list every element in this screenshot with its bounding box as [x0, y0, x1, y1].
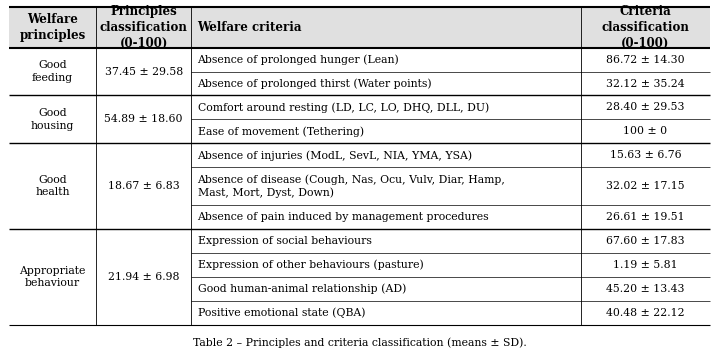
Text: Absence of pain induced by management procedures: Absence of pain induced by management pr…: [198, 212, 489, 222]
Text: Appropriate
behaviour: Appropriate behaviour: [19, 266, 86, 288]
Text: Welfare criteria: Welfare criteria: [197, 21, 301, 34]
Text: Comfort around resting (LD, LC, LO, DHQ, DLL, DU): Comfort around resting (LD, LC, LO, DHQ,…: [198, 102, 489, 113]
Text: Good
health: Good health: [35, 175, 70, 197]
Text: Good human-animal relationship (AD): Good human-animal relationship (AD): [198, 283, 406, 294]
Text: 15.63 ± 6.76: 15.63 ± 6.76: [610, 150, 682, 161]
Text: 54.89 ± 18.60: 54.89 ± 18.60: [104, 115, 183, 125]
Text: Table 2 – Principles and criteria classification (means ± SD).: Table 2 – Principles and criteria classi…: [193, 337, 526, 348]
Text: Absence of injuries (ModL, SevL, NIA, YMA, YSA): Absence of injuries (ModL, SevL, NIA, YM…: [198, 150, 472, 161]
Text: Positive emotional state (QBA): Positive emotional state (QBA): [198, 308, 365, 318]
Text: 1.19 ± 5.81: 1.19 ± 5.81: [613, 260, 678, 270]
Text: Expression of other behaviours (pasture): Expression of other behaviours (pasture): [198, 260, 423, 270]
Text: 37.45 ± 29.58: 37.45 ± 29.58: [104, 66, 183, 76]
Text: Principles
classification
(0-100): Principles classification (0-100): [100, 5, 188, 50]
Text: 26.61 ± 19.51: 26.61 ± 19.51: [606, 212, 684, 222]
Text: 32.02 ± 17.15: 32.02 ± 17.15: [606, 181, 684, 191]
Text: 86.72 ± 14.30: 86.72 ± 14.30: [606, 55, 684, 65]
Text: 21.94 ± 6.98: 21.94 ± 6.98: [108, 272, 180, 282]
Text: Good
feeding: Good feeding: [32, 60, 73, 83]
Text: 40.48 ± 22.12: 40.48 ± 22.12: [606, 308, 684, 318]
Text: 18.67 ± 6.83: 18.67 ± 6.83: [108, 181, 180, 191]
Text: 28.40 ± 29.53: 28.40 ± 29.53: [606, 102, 684, 112]
Text: Expression of social behaviours: Expression of social behaviours: [198, 236, 372, 246]
Text: 67.60 ± 17.83: 67.60 ± 17.83: [606, 236, 684, 246]
Bar: [9, 7, 710, 47]
Text: 45.20 ± 13.43: 45.20 ± 13.43: [606, 284, 684, 294]
Text: Absence of prolonged thirst (Water points): Absence of prolonged thirst (Water point…: [198, 78, 432, 89]
Text: Good
housing: Good housing: [31, 108, 74, 131]
Text: Absence of disease (Cough, Nas, Ocu, Vulv, Diar, Hamp,
Mast, Mort, Dyst, Down): Absence of disease (Cough, Nas, Ocu, Vul…: [198, 174, 505, 198]
Text: Welfare
principles: Welfare principles: [19, 13, 86, 42]
Text: 32.12 ± 35.24: 32.12 ± 35.24: [606, 79, 684, 89]
Text: Criteria
classification
(0-100): Criteria classification (0-100): [602, 5, 690, 50]
Text: Ease of movement (Tethering): Ease of movement (Tethering): [198, 126, 364, 137]
Text: 100 ± 0: 100 ± 0: [623, 126, 667, 136]
Text: Absence of prolonged hunger (Lean): Absence of prolonged hunger (Lean): [198, 54, 399, 65]
